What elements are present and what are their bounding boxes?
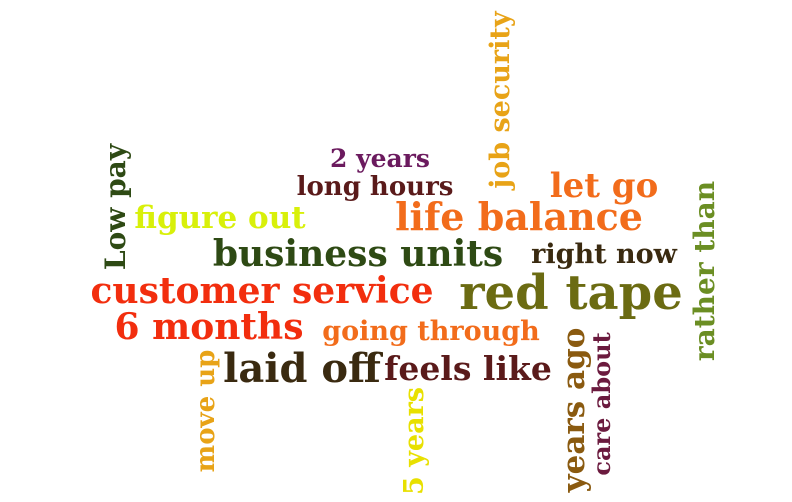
word-low-pay: Low pay <box>99 143 132 270</box>
word-red-tape: red tape <box>459 265 682 321</box>
word-right-now: right now <box>531 239 678 270</box>
word-rather-than: rather than <box>688 181 721 361</box>
word-figure-out: figure out <box>134 200 306 236</box>
word-going-through: going through <box>322 316 540 347</box>
word-long-hours: long hours <box>297 172 454 202</box>
word-business-units: business units <box>213 233 503 275</box>
word-move-up: move up <box>191 350 221 473</box>
word-customer-service: customer service <box>90 270 433 312</box>
word-6-months: 6 months <box>115 306 304 348</box>
word-care-about: care about <box>587 332 616 475</box>
word-life-balance: life balance <box>395 194 643 239</box>
word-laid-off: laid off <box>223 345 383 392</box>
word-feels-like: feels like <box>384 349 552 388</box>
word-5-years: 5 years <box>399 387 430 495</box>
word-let-go: let go <box>550 166 659 206</box>
word-years-ago: years ago <box>556 328 592 494</box>
word-2-years: 2 years <box>330 144 430 173</box>
word-job-security: job security <box>485 10 516 190</box>
